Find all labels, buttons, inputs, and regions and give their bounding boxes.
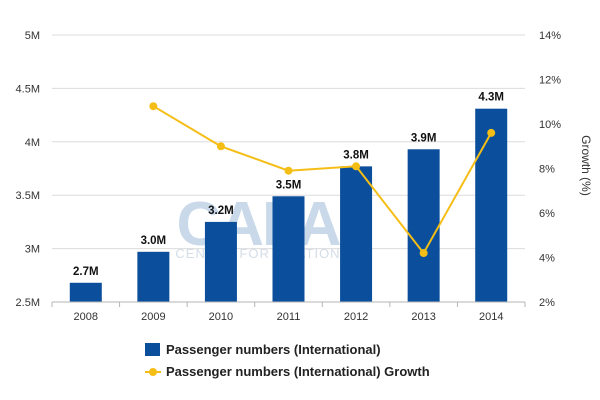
bar-data-label: 3.8M [343, 149, 369, 161]
data-labels: 2.7M 3.0M 3.2M 3.5M 3.8M 3.9M 4.3M [73, 92, 504, 278]
legend-label-passengers: Passenger numbers (International) [166, 341, 381, 357]
legend-item-passengers[interactable]: Passenger numbers (International) [145, 338, 565, 360]
growth-point-2014 [487, 128, 496, 137]
y-left-tick-label: 2.5M [16, 297, 40, 309]
bar-data-label: 3.9M [411, 132, 437, 144]
x-tick-label: 2010 [209, 311, 233, 323]
x-tick-label: 2013 [411, 311, 435, 323]
bar-data-label: 3.0M [141, 235, 167, 247]
y-right-tick-label: 14% [539, 30, 561, 42]
watermark-logo-text: CAPA [176, 190, 340, 259]
x-tick-label: 2012 [344, 311, 368, 323]
bar-2012 [340, 166, 373, 302]
bar-2009 [137, 251, 170, 302]
y-right-axis-title: Growth (%) [579, 135, 593, 196]
growth-line [152, 105, 493, 255]
growth-point-2011 [284, 166, 293, 175]
y-right-tick-label: 2% [539, 297, 555, 309]
x-tick-label: 2008 [74, 311, 98, 323]
y-right-tick-label: 4% [539, 253, 555, 265]
x-tick-label: 2014 [479, 311, 503, 323]
axes: 2.5M 3M 3.5M 4M 4.5M 5M 2% 4% 6% 8% 10% 12% 14% Growt… [16, 30, 593, 323]
line-series [149, 102, 496, 258]
growth-point-2013 [419, 249, 428, 258]
gridlines [52, 34, 525, 250]
legend-line-swatch [145, 365, 161, 378]
bar-data-label: 3.5M [276, 179, 302, 191]
y-left-tick-label: 3M [25, 244, 40, 256]
legend-bar-swatch [145, 342, 160, 356]
bar-data-label: 4.3M [478, 92, 504, 104]
y-right-tick-label: 6% [539, 208, 555, 220]
bar-data-label: 2.7M [73, 266, 99, 278]
y-right-tick-label: 10% [539, 119, 561, 131]
legend-item-growth[interactable]: Passenger numbers (International) Growth [145, 360, 565, 382]
bar-2014 [475, 108, 508, 302]
growth-point-2009 [149, 102, 158, 111]
bar-data-label: 3.2M [208, 205, 234, 217]
y-left-tick-label: 4M [25, 137, 40, 149]
y-right-tick-label: 12% [539, 75, 561, 87]
bar-2013 [407, 149, 440, 302]
x-tick-label: 2011 [277, 311, 301, 323]
growth-point-2010 [216, 142, 225, 151]
legend-label-growth: Passenger numbers (International) Growth [166, 363, 430, 379]
growth-point-2012 [352, 162, 361, 171]
x-tick-label: 2009 [141, 311, 165, 323]
bar-2011 [272, 196, 305, 302]
y-left-tick-label: 5M [25, 30, 40, 42]
y-left-tick-label: 4.5M [16, 83, 40, 95]
bar-2008 [69, 282, 102, 302]
y-right-tick-label: 8% [539, 164, 555, 176]
bar-series [69, 108, 508, 302]
watermark-subtext: CENTRE FOR AVIATION [175, 246, 340, 261]
y-left-tick-label: 3.5M [16, 190, 40, 202]
legend: Passenger numbers (International) Passen… [145, 338, 565, 382]
bar-2010 [204, 221, 237, 302]
